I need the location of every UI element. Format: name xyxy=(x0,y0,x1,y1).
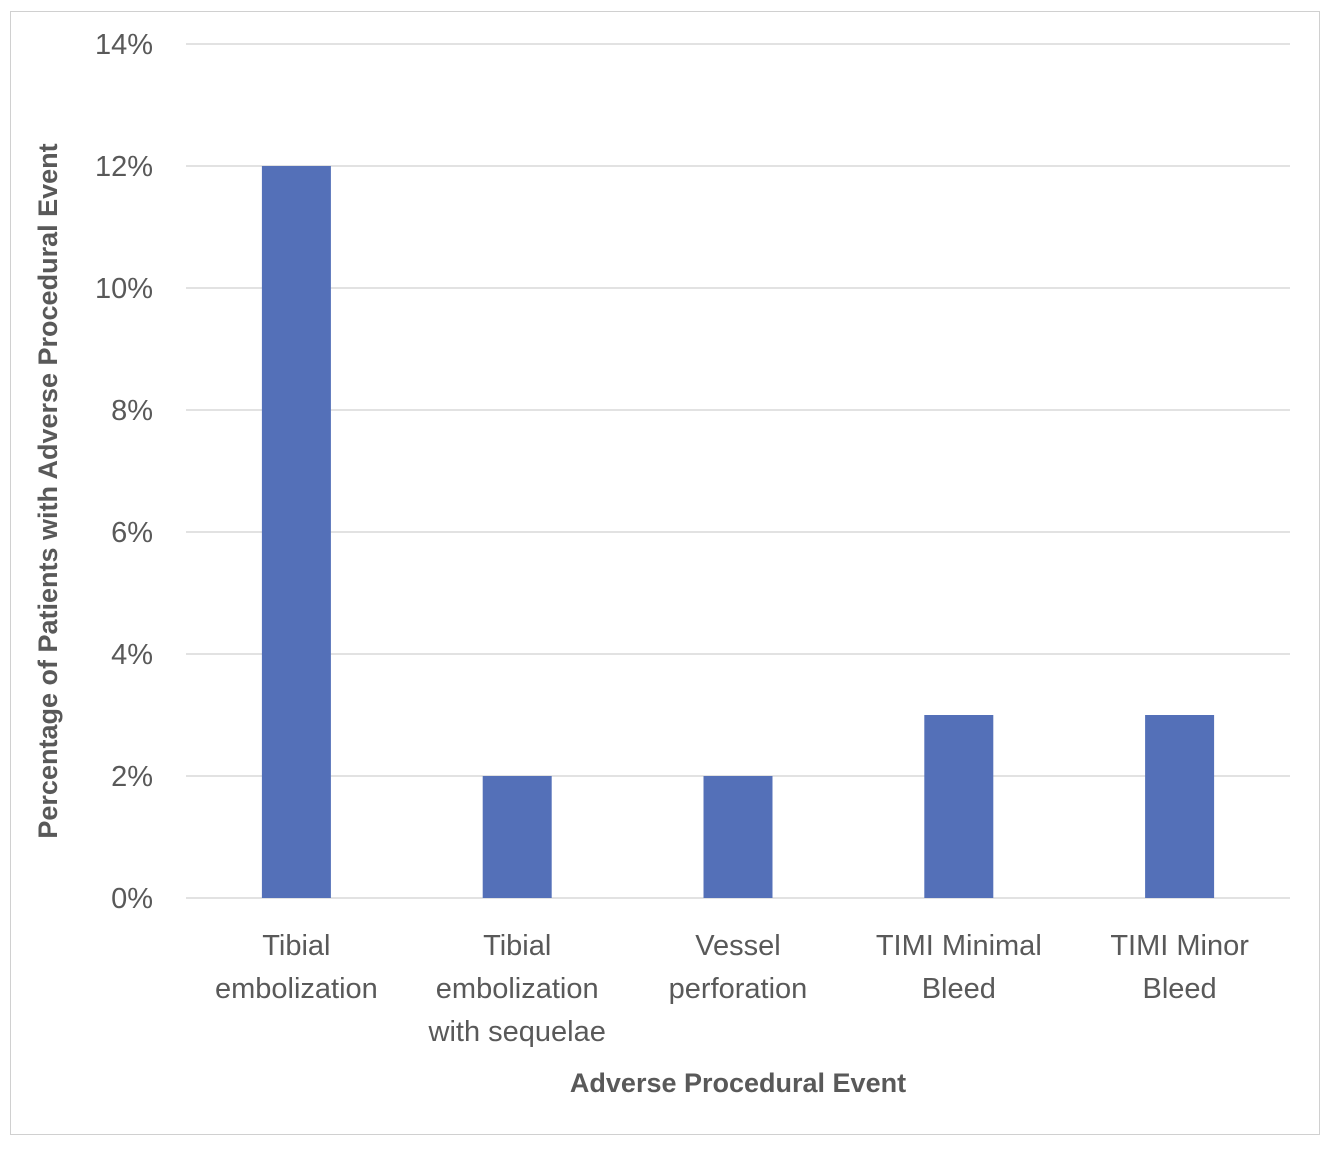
bar xyxy=(1145,715,1215,898)
bar xyxy=(482,776,552,898)
x-category-label: TIMI Minor Bleed xyxy=(1110,930,1249,1005)
chart-frame xyxy=(10,11,1320,1135)
y-tick-label: 4% xyxy=(111,639,153,671)
y-tick-label: 14% xyxy=(95,29,153,61)
y-tick-label: 10% xyxy=(95,273,153,305)
bars xyxy=(261,166,1215,898)
y-tick-label: 12% xyxy=(95,151,153,183)
bar xyxy=(924,715,994,898)
x-category-label: Tibial embolization with sequelae xyxy=(428,930,606,1048)
y-tick-label: 6% xyxy=(111,517,153,549)
x-axis-title: Adverse Procedural Event xyxy=(570,1068,906,1098)
x-category-label: TIMI Minimal Bleed xyxy=(876,930,1042,1005)
y-tick-label: 2% xyxy=(111,761,153,793)
y-tick-label: 8% xyxy=(111,395,153,427)
y-axis-tick-labels: 0% 2% 4% 6% 8% 10% 12% 14% xyxy=(95,29,153,915)
x-category-label: Tibial embolization xyxy=(215,930,378,1005)
bar xyxy=(703,776,773,898)
bar xyxy=(261,166,331,898)
x-axis-category-labels: Tibial embolization Tibial embolization with… xyxy=(215,930,1249,1048)
x-category-label: Vessel perforation xyxy=(669,930,808,1005)
y-tick-label: 0% xyxy=(111,883,153,915)
y-axis-title: Percentage of Patients with Adverse Proc… xyxy=(33,143,63,838)
gridlines xyxy=(186,43,1290,899)
